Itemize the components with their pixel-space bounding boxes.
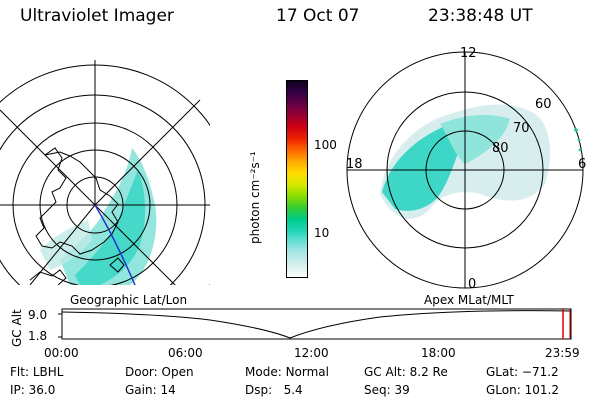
altitude-curve (61, 310, 572, 339)
colorbar-unit-label: photon cm⁻²s⁻¹ (248, 151, 262, 244)
status-glat: GLat: −71.2 (486, 365, 559, 379)
status-dsp: Dsp: 5.4 (245, 383, 303, 397)
aurora-emission-left (40, 148, 157, 285)
mlat-mlt-panel (346, 51, 584, 289)
mlt-label-6: 6 (578, 157, 587, 172)
altitude-timeline (58, 308, 572, 340)
mlat-label-70: 70 (513, 121, 530, 136)
geographic-map-panel (0, 60, 210, 285)
edge-dots (574, 128, 582, 152)
mlt-label-18: 18 (346, 157, 363, 172)
timeline-ytick-18: 1.8 (28, 329, 48, 343)
mlat-label-80: 80 (492, 141, 509, 156)
status-mode: Mode: Normal (245, 365, 329, 379)
status-flt: Flt: LBHL (10, 365, 64, 379)
time-label: 23:38:48 UT (428, 6, 533, 26)
colorbar (286, 80, 308, 278)
timeline-xtick-1800: 18:00 (421, 346, 456, 360)
status-glon: GLon: 101.2 (486, 383, 559, 397)
mlt-axes (347, 52, 583, 288)
mlt-label-0: 0 (468, 277, 477, 292)
colorbar-tick-10: 10 (314, 226, 330, 240)
colorbar-tick-100: 100 (314, 138, 337, 152)
timeline-frame (61, 308, 572, 340)
date-label: 17 Oct 07 (276, 6, 360, 26)
timeline-xtick-2359: 23:59 (545, 346, 580, 360)
timeline-xtick-0000: 00:00 (44, 346, 79, 360)
status-gc-alt: GC Alt: 8.2 Re (364, 365, 448, 379)
geographic-caption: Geographic Lat/Lon (70, 293, 188, 307)
apex-caption: Apex MLat/MLT (424, 293, 514, 307)
timeline-y-label: GC Alt (10, 309, 24, 347)
mlat-label-60: 60 (535, 97, 552, 112)
timeline-xtick-0600: 06:00 (168, 346, 203, 360)
instrument-title: Ultraviolet Imager (20, 6, 174, 26)
timeline-xtick-1200: 12:00 (294, 346, 329, 360)
status-seq: Seq: 39 (364, 383, 410, 397)
status-gain: Gain: 14 (125, 383, 176, 397)
longitude-grid (0, 60, 210, 285)
timeline-ytick-9: 9.0 (28, 308, 48, 322)
coastline (29, 147, 125, 285)
orbit-track (94, 204, 136, 285)
status-ip: IP: 36.0 (10, 383, 56, 397)
mlt-label-12: 12 (460, 46, 477, 61)
status-door: Door: Open (125, 365, 194, 379)
